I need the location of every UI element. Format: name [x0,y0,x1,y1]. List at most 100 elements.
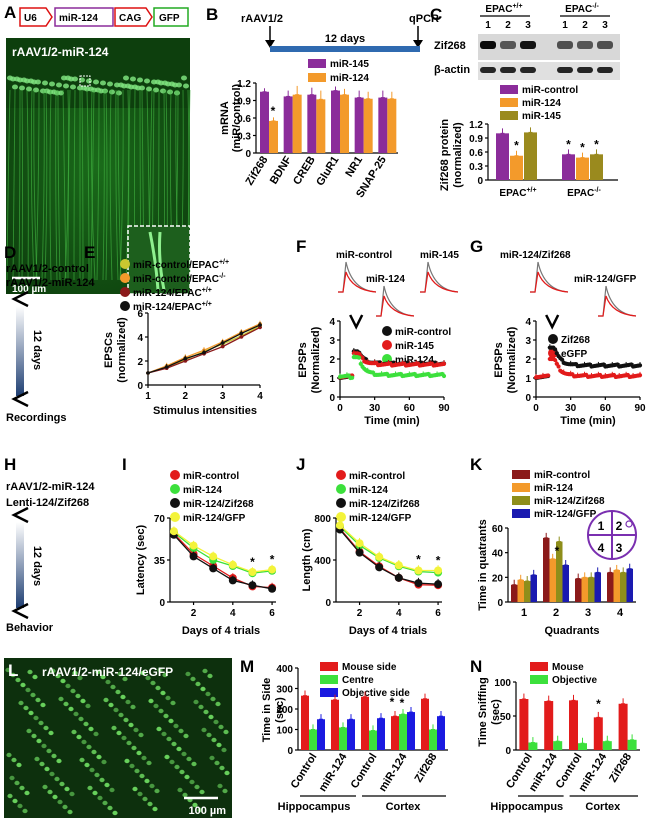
panel-g-ylabel-1: EPSPs [493,342,505,377]
panel-i-xlabel: Days of 4 trials [182,625,260,637]
panel-e-xlabel: Stimulus intensities [153,405,257,417]
panel-l-cell [150,680,156,686]
panel-l-cell [147,801,153,807]
panel-m-y-tick-label: 400 [276,664,293,675]
panel-l-cell [201,727,207,733]
panel-c-lane-number: 3 [602,20,608,31]
panel-c-bar [496,133,509,180]
panel-f-ylabel-1: EPSPs [297,342,309,377]
panel-a-soma [77,85,83,91]
panel-g-letter: G [470,237,483,256]
panel-a-title: rAAV1/2-miR-124 [12,45,109,59]
panel-n-bar [553,741,563,750]
panel-i-letter: I [122,455,127,474]
panel-a-soma [63,83,69,89]
panel-f-mir124-trace-ltp [376,295,415,317]
panel-f-y-tick-label: 0 [329,393,335,404]
panel-l-cell [52,794,58,800]
panel-j-y-tick-label: 800 [314,514,331,525]
panel-k-bar [524,581,531,602]
panel-a-soma [33,87,39,93]
panel-c-lane-number: 1 [562,20,568,31]
panel-f-data-point [356,355,362,360]
panel-b-bar [283,96,293,153]
panel-m-category-label: miR-124 [377,750,410,793]
panel-f-data-point [360,355,365,360]
panel-k-legend-3-label: miR-124/GFP [534,509,597,520]
panel-l-cell [211,737,217,743]
panel-n-bar [627,739,637,750]
panel-h-timeline [16,522,24,608]
construct-gfp-box [153,7,189,27]
panel-l-cell [222,788,228,794]
panel-i-data-point [248,581,257,590]
panel-l-cell [5,667,11,673]
panel-n-significance: * [596,697,601,711]
panel-j-series-line [339,528,439,586]
panel-j-y-tick-label: 0 [325,598,331,609]
panel-b-bar [331,90,340,153]
panel-k-legend-0-swatch [512,470,530,479]
panel-l-cell [168,718,174,724]
panel-l-cell [83,721,89,727]
panel-f-y-tick-label: 3 [329,336,335,347]
panel-g-trace-label-gfp: miR-124/GFP [574,274,637,285]
panel-a-soma [121,83,127,89]
panel-n-ylabel-2: (sec) [490,699,502,725]
panel-l-cell [88,726,94,732]
panel-j-series-line [339,529,439,585]
panel-d-letter: D [4,243,16,262]
panel-c-blot-actin [478,62,620,80]
panel-g-trace-label-zif268: miR-124/Zif268 [500,250,571,261]
panel-m-legend-1-label: Centre [342,675,374,686]
panel-l-cell [202,668,208,674]
panel-l-cell [141,755,147,761]
panel-a-soma [174,90,180,96]
panel-k-quadrant-label: 2 [616,519,623,533]
panel-a-soma [165,81,171,87]
panel-i-y-tick-label: 0 [159,598,165,609]
panel-l-cell [93,731,99,737]
panel-m-y-tick-label: 200 [276,705,293,716]
panel-m-legend-1-swatch [320,675,338,684]
panel-m-bar [377,718,385,750]
panel-g-gfp-trace-ltp [598,295,637,317]
panel-l-cell [7,793,13,799]
panel-l-cell [12,798,18,804]
panel-c-band-zif268 [500,41,516,49]
panel-b-raav-label: rAAV1/2 [241,13,283,25]
panel-e-x-tick-label: 2 [183,391,189,402]
panel-b-y-tick-label: 1.2 [237,79,251,90]
panel-a-dendrite [30,89,35,281]
panel-a-soma [98,88,104,94]
panel-a-soma [135,85,141,91]
panel-m-y-tick-label: 100 [276,726,293,737]
panel-b-legend-mir124-swatch [308,73,326,82]
panel-a-soma [56,82,62,88]
panel-m-region-hippocampus: Hippocampus [278,801,351,813]
panel-l-cell [70,688,76,694]
panel-m-bar [399,714,407,750]
panel-c-bar [510,155,523,180]
panel-l-cell [57,799,63,805]
panel-j-significance-day5: * [416,553,421,567]
panel-l-cell [121,735,127,741]
construct-cag-label: CAG [119,13,141,24]
panel-f-trace-label-mir145: miR-145 [420,250,459,261]
panel-a-soma [151,79,157,85]
panel-l-cell [216,742,222,748]
panel-f-y-tick-label: 2 [329,355,335,366]
panel-l-cell [214,760,220,766]
panel-l-cell [158,708,164,714]
panel-m-bar [437,716,445,750]
panel-a-dendrite [96,89,100,281]
panel-k-ylabel: Time in quatrants [477,519,489,610]
panel-a-soma [153,87,159,93]
panel-b-y-tick-label: 0.9 [237,97,251,108]
panel-a-soma [49,81,55,87]
panel-l-cell [75,693,81,699]
panel-l-cell [219,765,225,771]
panel-h-bottom-label: Behavior [6,622,54,634]
panel-j-legend-1-label: miR-124 [349,485,388,496]
panel-a-dendrite [115,89,119,281]
